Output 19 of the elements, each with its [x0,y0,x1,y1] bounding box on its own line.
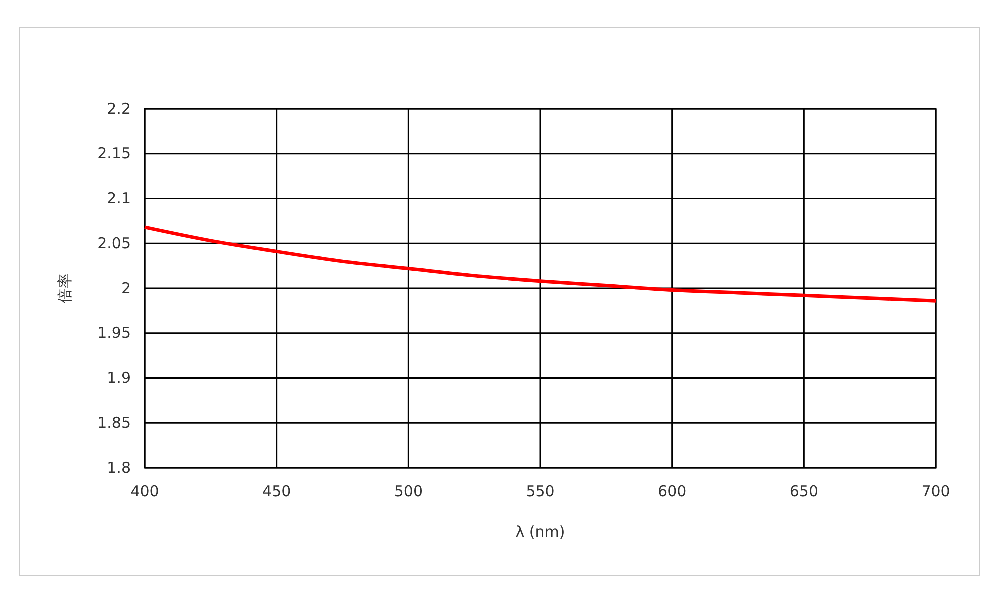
x-tick-label: 550 [526,482,555,501]
x-tick-label: 650 [790,482,818,501]
y-tick-label: 1.8 [107,458,131,477]
y-tick-label: 2.05 [98,234,131,252]
y-tick-label: 2 [121,279,131,298]
y-tick-label: 2.2 [107,100,131,118]
x-tick-label: 400 [130,482,160,501]
y-tick-label: 1.9 [107,369,131,388]
y-tick-label: 2.15 [98,144,131,163]
line-series [143,226,938,303]
y-tick-label: 2.1 [107,190,131,208]
x-tick-label: 600 [658,482,687,501]
x-tick-label: 450 [262,482,292,501]
x-tick-label: 700 [922,482,950,501]
y-axis-title: 倍率 [56,274,74,304]
x-axis-title: λ (nm) [516,523,566,541]
x-tick-label: 500 [394,482,423,501]
y-tick-label: 1.95 [98,324,131,342]
y-tick-label: 1.85 [98,414,131,432]
